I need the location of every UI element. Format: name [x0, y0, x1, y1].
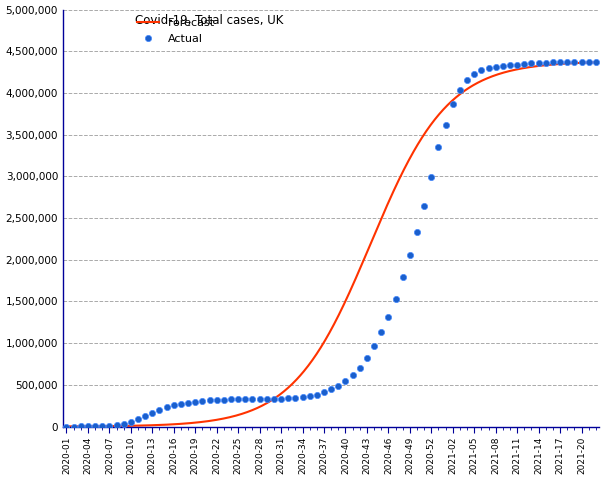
Actual — [463, 77, 471, 83]
Forecast — [592, 60, 600, 65]
Actual — [106, 423, 113, 429]
Text: Covid-19, Total cases, UK: Covid-19, Total cases, UK — [136, 14, 284, 27]
Forecast — [485, 75, 492, 81]
Forecast — [117, 423, 124, 429]
Legend: Forecast, Actual: Forecast, Actual — [132, 14, 220, 48]
Forecast — [63, 423, 70, 429]
Line: Actual: Actual — [64, 59, 599, 430]
Line: Forecast: Forecast — [67, 62, 596, 426]
Forecast — [427, 123, 434, 129]
Actual — [499, 63, 506, 69]
Actual — [535, 60, 542, 66]
Actual — [592, 59, 600, 64]
Forecast — [277, 391, 284, 397]
Actual — [63, 424, 70, 430]
Actual — [485, 65, 492, 71]
Forecast — [296, 373, 303, 379]
Forecast — [476, 79, 483, 85]
Actual — [478, 68, 485, 73]
